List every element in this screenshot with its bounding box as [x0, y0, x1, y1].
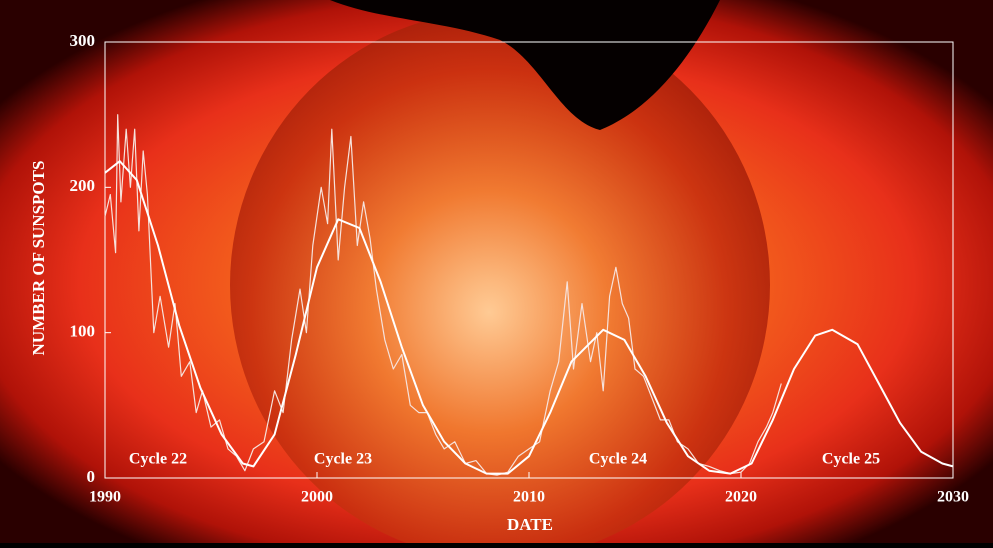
y-axis-label: NUMBER OF SUNSPOTS: [29, 161, 48, 356]
x-tick-label: 2030: [937, 489, 969, 506]
x-axis-label: DATE: [507, 515, 553, 534]
x-tick-label: 1990: [89, 489, 121, 506]
cycle-label: Cycle 24: [589, 451, 647, 468]
x-tick-label: 2010: [513, 489, 545, 506]
cycle-label: Cycle 22: [129, 451, 187, 468]
y-tick-label: 0: [87, 467, 96, 486]
x-tick-label: 2020: [725, 489, 757, 506]
cycle-label: Cycle 25: [822, 451, 880, 468]
cycle-label: Cycle 23: [314, 451, 372, 468]
chart: NUMBER OF SUNSPOTS DATE 0 100 200 300 1990 20…: [0, 0, 993, 543]
y-tick-label: 100: [70, 322, 96, 341]
x-tick-label: 2000: [301, 489, 333, 506]
y-tick-label: 300: [70, 31, 96, 50]
y-tick-label: 200: [70, 176, 96, 195]
page: NUMBER OF SUNSPOTS DATE 0 100 200 300 1990 20…: [0, 0, 993, 548]
